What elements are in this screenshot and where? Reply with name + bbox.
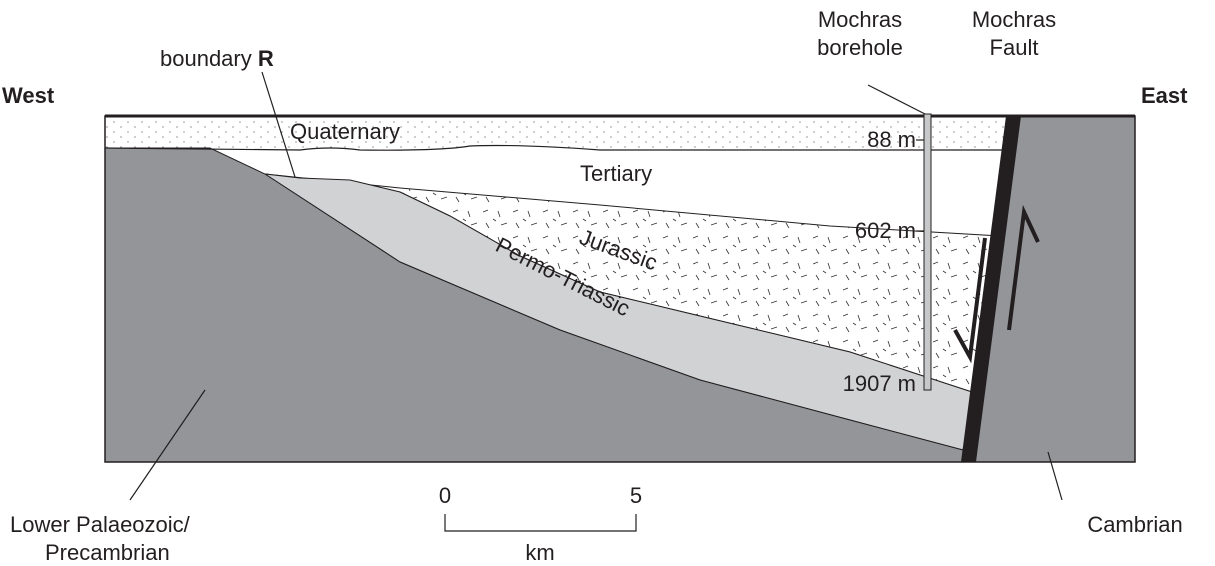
basement-label: Precambrian [45, 540, 170, 565]
borehole [924, 114, 931, 390]
borehole-label: Mochras [818, 7, 902, 32]
boundary-text: boundary [160, 46, 252, 71]
layer-label: Quaternary [290, 119, 400, 144]
fault-label: Fault [990, 35, 1039, 60]
boundary-label: boundary R [160, 46, 274, 71]
depth-label: 602 m [855, 218, 916, 243]
scale-unit: km [525, 540, 554, 565]
scale-start: 0 [439, 483, 451, 508]
borehole-label: borehole [817, 35, 903, 60]
layer-label: Tertiary [580, 161, 652, 186]
fault-label: Mochras [972, 7, 1056, 32]
cambrian-label: Cambrian [1087, 512, 1182, 537]
depth-label: 88 m [867, 127, 916, 152]
cross-section: 88 m 602 m 1907 m West East Mochras bore… [0, 0, 1215, 566]
scale-bar [445, 514, 636, 531]
west-label: West [2, 83, 55, 108]
borehole-leader [868, 85, 925, 114]
east-label: East [1141, 83, 1188, 108]
boundary-letter: R [258, 46, 274, 71]
scale-end: 5 [630, 483, 642, 508]
depth-label: 1907 m [843, 371, 916, 396]
basement-label: Lower Palaeozoic/ [10, 512, 191, 537]
